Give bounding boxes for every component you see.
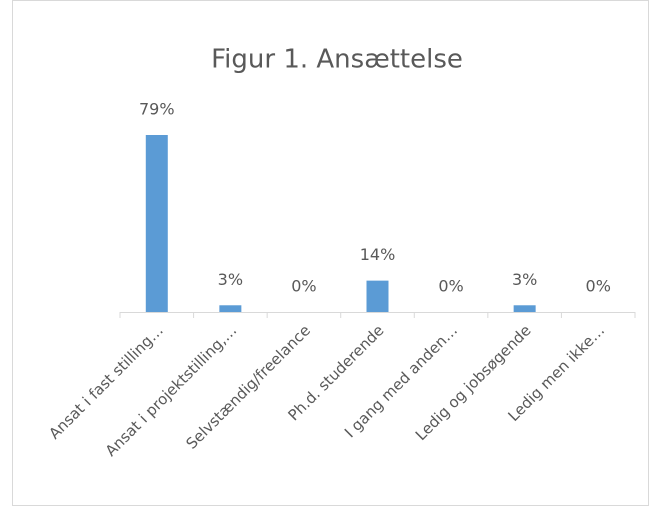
chart-title: Figur 1. Ansættelse [211, 45, 463, 75]
data-label: 0% [438, 277, 463, 296]
chart-border [12, 0, 649, 506]
data-label: 0% [586, 277, 611, 296]
data-label: 3% [512, 270, 537, 289]
data-label: 0% [291, 277, 316, 296]
data-label: 3% [218, 270, 243, 289]
data-label: 14% [360, 245, 396, 264]
bar [219, 305, 242, 312]
data-label: 79% [139, 100, 175, 119]
bar [145, 135, 168, 312]
bar [513, 305, 536, 312]
bar [366, 280, 389, 312]
